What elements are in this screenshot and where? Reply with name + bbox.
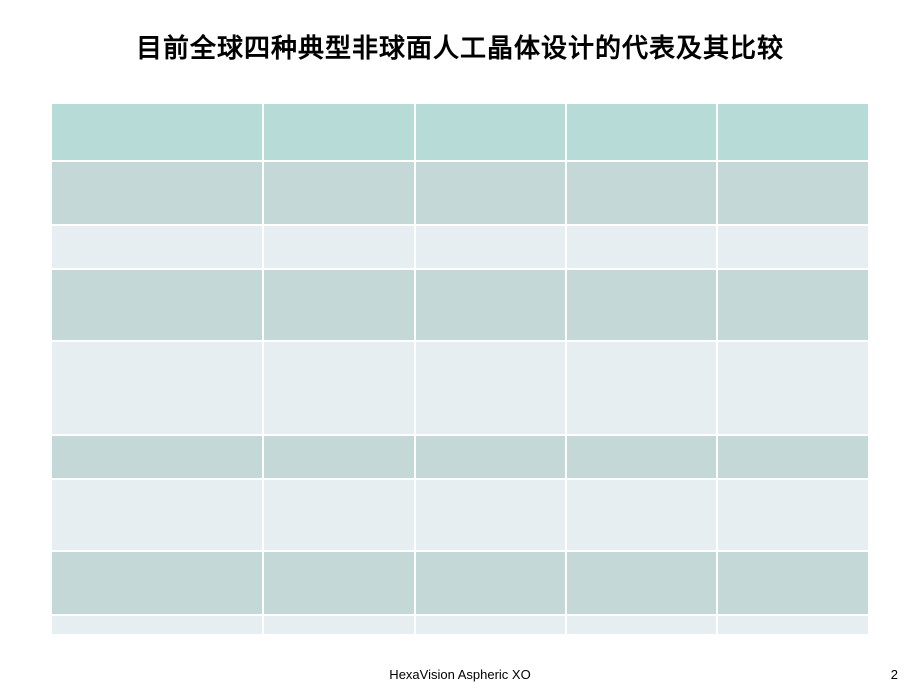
table-row (52, 226, 868, 268)
table-cell (416, 342, 565, 434)
table-cell (264, 226, 413, 268)
comparison-table-wrap (50, 102, 870, 636)
table-cell (416, 270, 565, 340)
table-cell (567, 342, 716, 434)
table-row (52, 162, 868, 224)
table-cell (52, 226, 262, 268)
table-row (52, 342, 868, 434)
table-cell (718, 480, 868, 550)
table-cell (567, 616, 716, 634)
table-header-cell (567, 104, 716, 160)
table-cell (264, 616, 413, 634)
table-row (52, 436, 868, 478)
table-header-cell (718, 104, 868, 160)
table-cell (718, 436, 868, 478)
table-header-cell (416, 104, 565, 160)
footer-center-text: HexaVision Aspheric XO (389, 667, 530, 682)
table-cell (52, 616, 262, 634)
table-header-cell (52, 104, 262, 160)
table-cell (264, 342, 413, 434)
table-cell (416, 226, 565, 268)
table-cell (567, 162, 716, 224)
table-cell (52, 436, 262, 478)
page-number: 2 (891, 667, 898, 682)
table-cell (264, 436, 413, 478)
table-cell (567, 552, 716, 614)
table-cell (264, 480, 413, 550)
table-cell (718, 270, 868, 340)
slide: 目前全球四种典型非球面人工晶体设计的代表及其比较 HexaVision Asph… (0, 0, 920, 690)
table-header-cell (264, 104, 413, 160)
slide-title: 目前全球四种典型非球面人工晶体设计的代表及其比较 (0, 28, 920, 65)
table-cell (416, 616, 565, 634)
table-cell (416, 162, 565, 224)
table-cell (718, 342, 868, 434)
table-cell (416, 552, 565, 614)
table-cell (718, 226, 868, 268)
table-cell (567, 436, 716, 478)
table-cell (52, 270, 262, 340)
comparison-table (50, 102, 870, 636)
table-row (52, 480, 868, 550)
table-row (52, 270, 868, 340)
table-cell (52, 552, 262, 614)
table-cell (567, 270, 716, 340)
table-body (52, 162, 868, 634)
table-cell (52, 480, 262, 550)
table-cell (718, 616, 868, 634)
table-cell (52, 162, 262, 224)
table-cell (52, 342, 262, 434)
table-cell (264, 552, 413, 614)
table-row (52, 552, 868, 614)
table-header-row (52, 104, 868, 160)
table-cell (567, 226, 716, 268)
table-cell (718, 162, 868, 224)
table-cell (264, 270, 413, 340)
table-cell (264, 162, 413, 224)
table-cell (567, 480, 716, 550)
table-cell (416, 480, 565, 550)
table-cell (416, 436, 565, 478)
table-row (52, 616, 868, 634)
table-cell (718, 552, 868, 614)
